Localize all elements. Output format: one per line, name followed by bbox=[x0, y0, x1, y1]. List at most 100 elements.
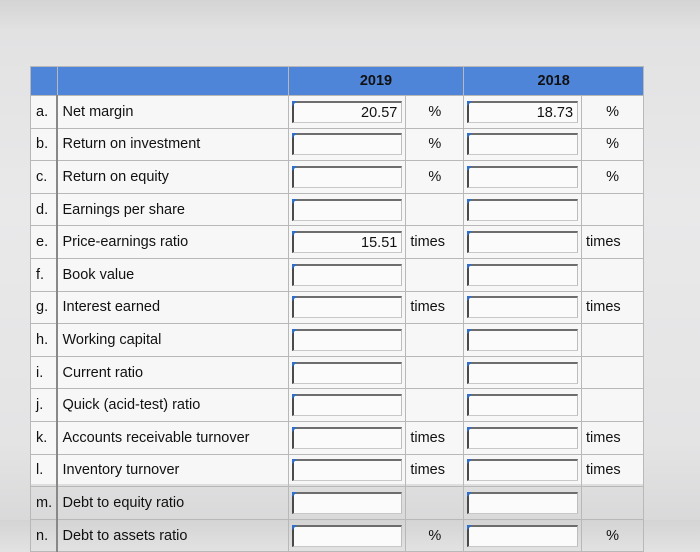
input-2018-field[interactable]: 18.73 bbox=[467, 100, 579, 123]
row-label: Quick (acid-test) ratio bbox=[56, 388, 289, 422]
input-2019-value: 15.51 bbox=[361, 235, 398, 252]
table-row: d. Earnings per share bbox=[30, 192, 644, 227]
table-row: f. Book value bbox=[30, 257, 644, 292]
input-2018-field[interactable] bbox=[467, 165, 579, 188]
input-2018-field[interactable] bbox=[467, 328, 579, 351]
input-2018-field[interactable] bbox=[467, 524, 579, 547]
row-label: Debt to equity ratio bbox=[56, 486, 289, 520]
field-marker-icon bbox=[467, 459, 473, 465]
input-2018-cell bbox=[463, 225, 583, 259]
input-2019-field[interactable] bbox=[291, 198, 403, 221]
input-2018-field[interactable] bbox=[467, 459, 579, 482]
unit-2019 bbox=[405, 257, 465, 292]
unit-2018 bbox=[581, 192, 644, 227]
input-2019-field[interactable] bbox=[291, 296, 403, 319]
unit-2018 bbox=[581, 257, 644, 292]
row-letter: h. bbox=[30, 323, 59, 357]
table-row: c. Return on equity%% bbox=[30, 160, 644, 194]
input-2019-value: 20.57 bbox=[361, 104, 398, 121]
input-2018-field[interactable] bbox=[467, 394, 579, 417]
input-2018-field[interactable] bbox=[467, 491, 579, 514]
input-2019-field[interactable] bbox=[291, 491, 403, 514]
input-2018-cell: 18.73 bbox=[463, 95, 583, 129]
field-marker-icon bbox=[291, 328, 297, 334]
unit-2018 bbox=[581, 355, 644, 390]
unit-2019 bbox=[405, 355, 465, 390]
input-2019-field[interactable] bbox=[291, 133, 403, 156]
unit-2018 bbox=[581, 486, 644, 520]
input-2019-field[interactable] bbox=[291, 263, 403, 286]
input-2019-field[interactable] bbox=[291, 328, 403, 351]
field-marker-icon bbox=[467, 361, 473, 367]
row-label: Current ratio bbox=[56, 355, 289, 390]
input-2019-cell bbox=[287, 420, 407, 455]
row-label: Interest earned bbox=[56, 290, 289, 325]
input-2018-field[interactable] bbox=[467, 263, 579, 286]
input-2019-field[interactable] bbox=[291, 361, 403, 384]
field-marker-icon bbox=[291, 459, 297, 465]
input-2018-cell bbox=[463, 290, 583, 325]
unit-2019: % bbox=[405, 160, 465, 194]
input-2019-cell bbox=[287, 127, 407, 162]
input-2019-cell bbox=[287, 388, 407, 422]
table-row: b. Return on investment%% bbox=[30, 127, 644, 162]
field-marker-icon bbox=[467, 491, 473, 497]
header-2018: 2018 bbox=[463, 66, 644, 96]
unit-2019: times bbox=[405, 225, 465, 259]
input-2019-cell bbox=[287, 257, 407, 292]
table-row: a. Net margin 20.57% 18.73% bbox=[30, 95, 644, 129]
field-marker-icon bbox=[291, 361, 297, 367]
row-letter: b. bbox=[30, 127, 59, 162]
input-2019-field[interactable] bbox=[291, 426, 403, 449]
unit-2019: % bbox=[405, 95, 465, 129]
field-marker-icon bbox=[467, 198, 473, 204]
field-marker-icon bbox=[467, 133, 473, 139]
row-label: Return on investment bbox=[56, 127, 289, 162]
table-row: g. Interest earned times times bbox=[30, 290, 644, 325]
unit-2019 bbox=[405, 388, 465, 422]
input-2018-field[interactable] bbox=[467, 133, 579, 156]
header-label-cell bbox=[56, 66, 289, 96]
input-2019-cell bbox=[287, 290, 407, 325]
field-marker-icon bbox=[291, 426, 297, 432]
unit-2019: times bbox=[405, 290, 465, 325]
input-2018-field[interactable] bbox=[467, 361, 579, 384]
input-2019-field[interactable] bbox=[291, 459, 403, 482]
input-2018-field[interactable] bbox=[467, 198, 579, 221]
field-marker-icon bbox=[291, 491, 297, 497]
input-2018-cell bbox=[463, 453, 583, 488]
row-letter: n. bbox=[30, 518, 59, 552]
input-2018-field[interactable] bbox=[467, 231, 579, 254]
row-letter: d. bbox=[30, 192, 59, 227]
input-2019-field[interactable]: 15.51 bbox=[291, 231, 403, 254]
table-row: e. Price-earnings ratio 15.51 times times bbox=[30, 225, 644, 259]
table-row: k. Accounts receivable turnover times times bbox=[30, 420, 644, 455]
unit-2019: times bbox=[405, 420, 465, 455]
input-2019-field[interactable]: 20.57 bbox=[291, 100, 403, 123]
row-letter: k. bbox=[30, 420, 59, 455]
field-marker-icon bbox=[467, 100, 473, 106]
input-2018-cell bbox=[463, 388, 583, 422]
unit-2018 bbox=[581, 323, 644, 357]
unit-2018: times bbox=[581, 290, 644, 325]
header-2019: 2019 bbox=[287, 66, 465, 96]
row-letter: l. bbox=[30, 453, 59, 488]
input-2018-field[interactable] bbox=[467, 296, 579, 319]
field-marker-icon bbox=[467, 231, 473, 237]
input-2019-cell bbox=[287, 518, 407, 552]
field-marker-icon bbox=[291, 524, 297, 530]
unit-2018: % bbox=[581, 518, 644, 552]
table-row: l. Inventory turnover times times bbox=[30, 453, 644, 488]
input-2018-cell bbox=[463, 486, 583, 520]
input-2019-field[interactable] bbox=[291, 165, 403, 188]
input-2018-field[interactable] bbox=[467, 426, 579, 449]
input-2019-field[interactable] bbox=[291, 394, 403, 417]
input-2019-cell bbox=[287, 160, 407, 194]
field-marker-icon bbox=[291, 231, 297, 237]
row-label: Earnings per share bbox=[56, 192, 289, 227]
table-row: i. Current ratio bbox=[30, 355, 644, 390]
unit-2018: times bbox=[581, 225, 644, 259]
unit-2018: times bbox=[581, 420, 644, 455]
unit-2019 bbox=[405, 192, 465, 227]
input-2019-field[interactable] bbox=[291, 524, 403, 547]
